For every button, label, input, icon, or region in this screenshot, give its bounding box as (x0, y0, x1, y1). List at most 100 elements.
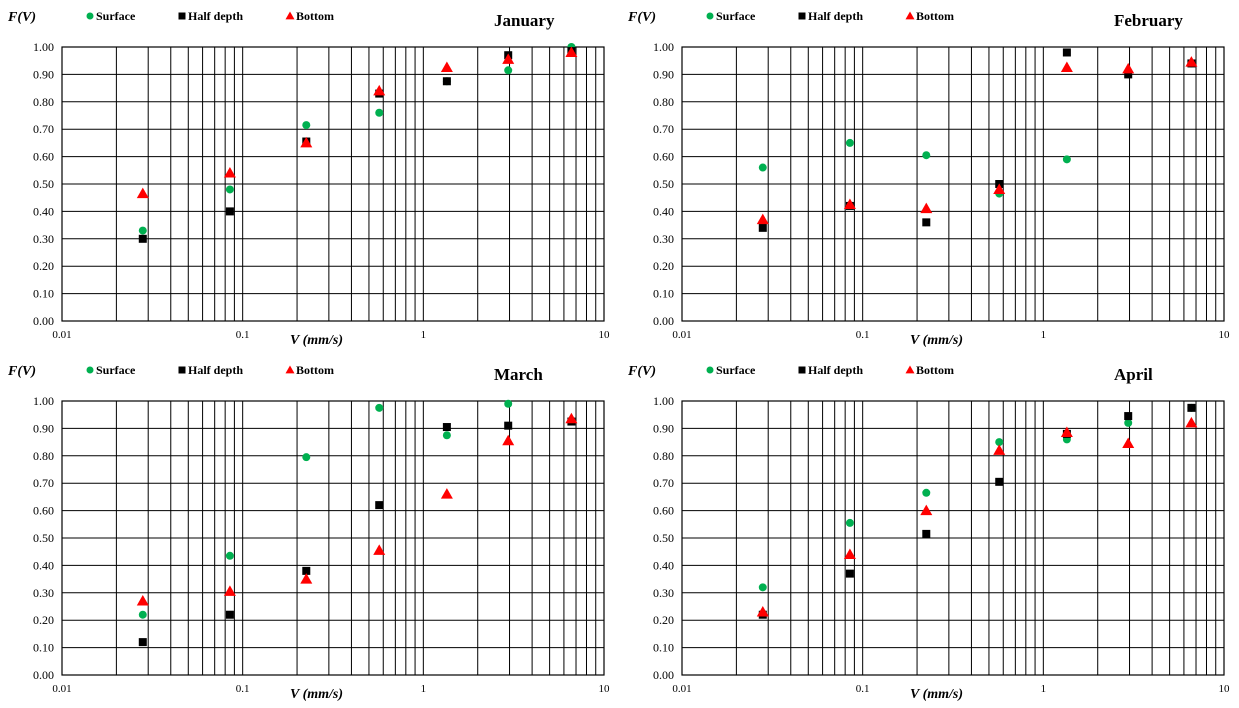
data-point (995, 438, 1004, 447)
data-point (845, 569, 854, 578)
series-bottom (136, 46, 578, 199)
data-point (920, 202, 933, 214)
x-tick-label: 0.01 (52, 683, 71, 695)
data-point (845, 138, 854, 147)
data-point (504, 399, 513, 408)
legend-marker (285, 365, 295, 374)
legend-marker (905, 365, 915, 374)
data-point (1060, 61, 1073, 73)
y-tick-label: 0.20 (33, 259, 54, 273)
data-point (756, 605, 769, 617)
y-tick-label: 0.80 (33, 449, 54, 463)
chart-title: April (1114, 365, 1153, 384)
data-point (993, 183, 1006, 194)
data-point (993, 444, 1006, 455)
data-point (302, 453, 311, 462)
y-tick-label: 0.40 (653, 204, 674, 218)
data-point (1062, 48, 1071, 57)
y-tick-label: 0.40 (33, 204, 54, 218)
y-tick-label: 0.20 (653, 259, 674, 273)
y-tick-label: 0.60 (33, 504, 54, 518)
grid-lines (61, 46, 605, 322)
x-tick-label: 0.01 (672, 683, 691, 695)
data-point (138, 610, 147, 619)
y-tick-label: 0.90 (33, 421, 54, 435)
data-point (920, 504, 933, 516)
data-point (300, 573, 313, 584)
data-point (504, 421, 513, 430)
data-point (302, 121, 311, 130)
x-tick-label: 1 (421, 683, 427, 695)
data-point (373, 544, 386, 555)
data-point (1124, 412, 1133, 421)
data-point (136, 187, 149, 199)
data-point (442, 423, 451, 432)
x-axis-label: V (mm/s) (290, 333, 343, 348)
data-point (1185, 56, 1198, 67)
y-tick-label: 0.40 (653, 558, 674, 572)
legend-label: Bottom (916, 363, 954, 377)
x-tick-label: 0.1 (236, 329, 250, 341)
grid-lines (681, 400, 1225, 676)
y-tick-label: 0.80 (653, 95, 674, 109)
legend-label: Bottom (296, 9, 334, 23)
chart-panel-january: 0.00 0.10 0.20 0.30 0.40 0.50 0.60 0.70 0.80 0.90… (7, 9, 611, 348)
y-axis-label: F(V) (627, 364, 656, 379)
y-tick-label: 0.90 (653, 67, 674, 81)
data-point (225, 185, 234, 194)
legend-label: Bottom (916, 9, 954, 23)
data-point (1060, 426, 1073, 438)
legend-marker (178, 12, 186, 20)
data-point (375, 403, 384, 412)
x-tick-label: 10 (599, 329, 611, 341)
y-tick-label: 1.00 (653, 40, 674, 54)
data-point (502, 53, 515, 64)
data-point (136, 595, 149, 606)
plot-frame (681, 46, 1225, 322)
data-point (440, 488, 453, 499)
chart-title: February (1114, 11, 1183, 30)
legend-label: Half depth (808, 363, 863, 377)
data-point (1124, 418, 1133, 427)
x-tick-label: 0.01 (672, 329, 691, 341)
x-tick-label: 1 (421, 329, 427, 341)
y-tick-label: 0.00 (653, 314, 674, 328)
data-point (756, 213, 769, 225)
data-point (302, 566, 311, 575)
y-tick-label: 0.50 (653, 177, 674, 191)
y-tick-label: 0.40 (33, 558, 54, 572)
data-point (138, 226, 147, 235)
grid-lines (681, 46, 1225, 322)
y-tick-label: 0.90 (653, 421, 674, 435)
plot-frame (61, 400, 605, 676)
grid-lines (61, 400, 605, 676)
y-tick-label: 0.60 (653, 150, 674, 164)
legend-marker (86, 366, 94, 374)
y-tick-label: 1.00 (33, 40, 54, 54)
y-tick-label: 0.30 (653, 232, 674, 246)
y-tick-label: 0.70 (33, 476, 54, 490)
y-tick-label: 0.30 (33, 586, 54, 600)
legend-label: Half depth (188, 9, 243, 23)
chart-title: January (494, 11, 555, 30)
x-axis-label: V (mm/s) (290, 687, 343, 702)
y-tick-label: 0.70 (33, 122, 54, 136)
y-tick-label: 0.80 (33, 95, 54, 109)
data-point (1124, 70, 1133, 79)
legend-marker (798, 12, 806, 20)
data-point (922, 218, 931, 227)
y-tick-label: 0.60 (653, 504, 674, 518)
data-point (758, 163, 767, 172)
data-point (1185, 416, 1198, 428)
y-tick-label: 0.20 (33, 613, 54, 627)
legend-marker (86, 12, 94, 20)
y-tick-label: 0.30 (653, 586, 674, 600)
y-tick-label: 0.50 (33, 177, 54, 191)
data-point (223, 585, 236, 596)
y-tick-label: 0.00 (653, 668, 674, 682)
data-point (1122, 62, 1135, 74)
data-point (225, 551, 234, 560)
data-point (1122, 437, 1135, 448)
data-point (922, 151, 931, 160)
